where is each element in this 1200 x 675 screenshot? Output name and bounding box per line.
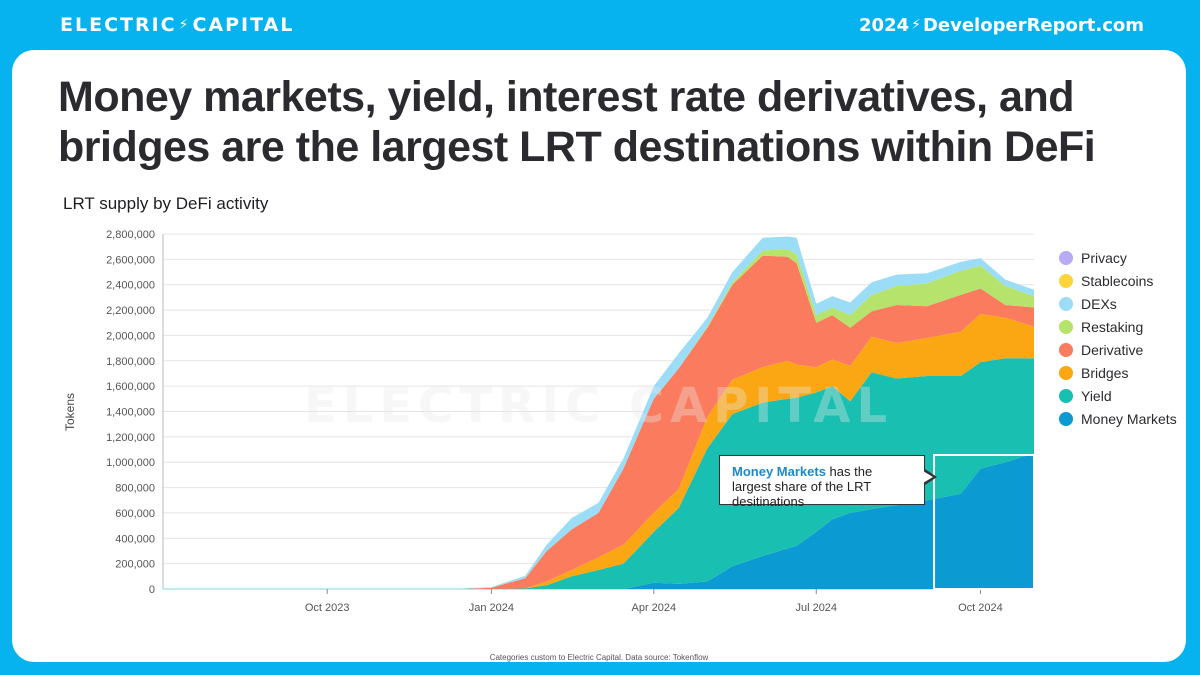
legend-item: Money Markets — [1059, 407, 1177, 430]
legend-item: Derivative — [1059, 338, 1177, 361]
chart-subtitle: LRT supply by DeFi activity — [63, 194, 269, 213]
area-restaking — [163, 249, 1034, 589]
legend-label: Restaking — [1081, 318, 1144, 335]
y-tick-label: 2,600,000 — [106, 254, 155, 266]
highlight-box — [933, 454, 1036, 590]
legend-item: Stablecoins — [1059, 269, 1177, 292]
legend-item: Privacy — [1059, 246, 1177, 269]
y-tick-label: 1,600,000 — [106, 381, 155, 393]
top-bar: ELECTRIC ⚡ CAPITAL 2024 ⚡ DeveloperReport.co… — [0, 0, 1200, 50]
x-tick-label: Oct 2024 — [958, 602, 1003, 614]
bolt-icon: ⚡ — [911, 17, 921, 33]
legend-swatch — [1059, 365, 1073, 380]
y-tick-label: 1,000,000 — [106, 457, 155, 469]
y-tick-label: 800,000 — [115, 483, 155, 495]
legend-item: Restaking — [1059, 315, 1177, 338]
legend-label: Privacy — [1081, 249, 1127, 266]
y-tick-label: 0 — [149, 584, 155, 596]
y-tick-label: 2,200,000 — [106, 305, 155, 317]
legend-label: DEXs — [1081, 295, 1117, 312]
chart-legend: Privacy Stablecoins DEXs Restaking Derivativ… — [1059, 246, 1177, 430]
area-bridges — [163, 313, 1034, 589]
legend-swatch — [1059, 250, 1073, 265]
brand-left: ELECTRIC — [60, 14, 177, 36]
y-tick-label: 1,400,000 — [106, 407, 155, 419]
y-tick-label: 600,000 — [115, 508, 155, 520]
y-tick-label: 1,800,000 — [106, 356, 155, 368]
y-tick-label: 400,000 — [115, 533, 155, 545]
legend-item: Bridges — [1059, 361, 1177, 384]
bolt-icon: ⚡ — [178, 17, 191, 33]
area-dexs — [163, 236, 1034, 589]
x-tick-label: Apr 2024 — [632, 602, 677, 614]
legend-label: Derivative — [1081, 341, 1144, 358]
site-domain: DeveloperReport.com — [922, 15, 1144, 36]
legend-swatch — [1059, 411, 1073, 426]
y-tick-label: 2,800,000 — [106, 229, 155, 241]
legend-swatch — [1059, 388, 1073, 403]
callout-highlight: Money Markets — [732, 464, 826, 479]
source-note: Categories custom to Electric Capital. D… — [489, 653, 709, 662]
callout-text: has the largest share of the LRT desitin… — [732, 464, 873, 509]
callout-pointer-fill — [923, 471, 933, 483]
lrt-area-chart: 0 200,000 400,000 600,000 800,000 1,000,000 1,… — [63, 229, 1036, 614]
legend-swatch — [1059, 296, 1073, 311]
site-year: 2024 — [859, 15, 910, 36]
watermark: ELECTRIC CAPITAL — [304, 378, 893, 434]
content-card: Money markets, yield, interest rate deri… — [12, 50, 1186, 662]
area-yield — [163, 358, 1034, 589]
legend-swatch — [1059, 273, 1073, 288]
area-money-markets — [163, 453, 1034, 589]
legend-label: Bridges — [1081, 364, 1129, 381]
legend-item: Yield — [1059, 384, 1177, 407]
y-tick-label: 2,400,000 — [106, 280, 155, 292]
x-tick-label: Jan 2024 — [469, 602, 514, 614]
y-axis-label: Tokens — [63, 393, 77, 431]
legend-item: DEXs — [1059, 292, 1177, 315]
legend-label: Yield — [1081, 387, 1112, 404]
site-url[interactable]: 2024 ⚡ DeveloperReport.com — [859, 15, 1144, 36]
x-tick-label: Oct 2023 — [305, 602, 350, 614]
legend-label: Money Markets — [1081, 410, 1177, 427]
x-tick-label: Jul 2024 — [795, 602, 837, 614]
callout-box: Money Markets has the largest share of t… — [719, 455, 925, 509]
legend-label: Stablecoins — [1081, 272, 1154, 289]
page-title: Money markets, yield, interest rate deri… — [58, 73, 1096, 171]
legend-swatch — [1059, 342, 1073, 357]
y-tick-label: 200,000 — [115, 559, 155, 571]
y-tick-label: 2,000,000 — [106, 330, 155, 342]
legend-swatch — [1059, 319, 1073, 334]
brand-logo: ELECTRIC ⚡ CAPITAL — [60, 14, 294, 36]
brand-right: CAPITAL — [192, 14, 295, 36]
y-tick-label: 1,200,000 — [106, 432, 155, 444]
area-derivative — [163, 255, 1034, 589]
